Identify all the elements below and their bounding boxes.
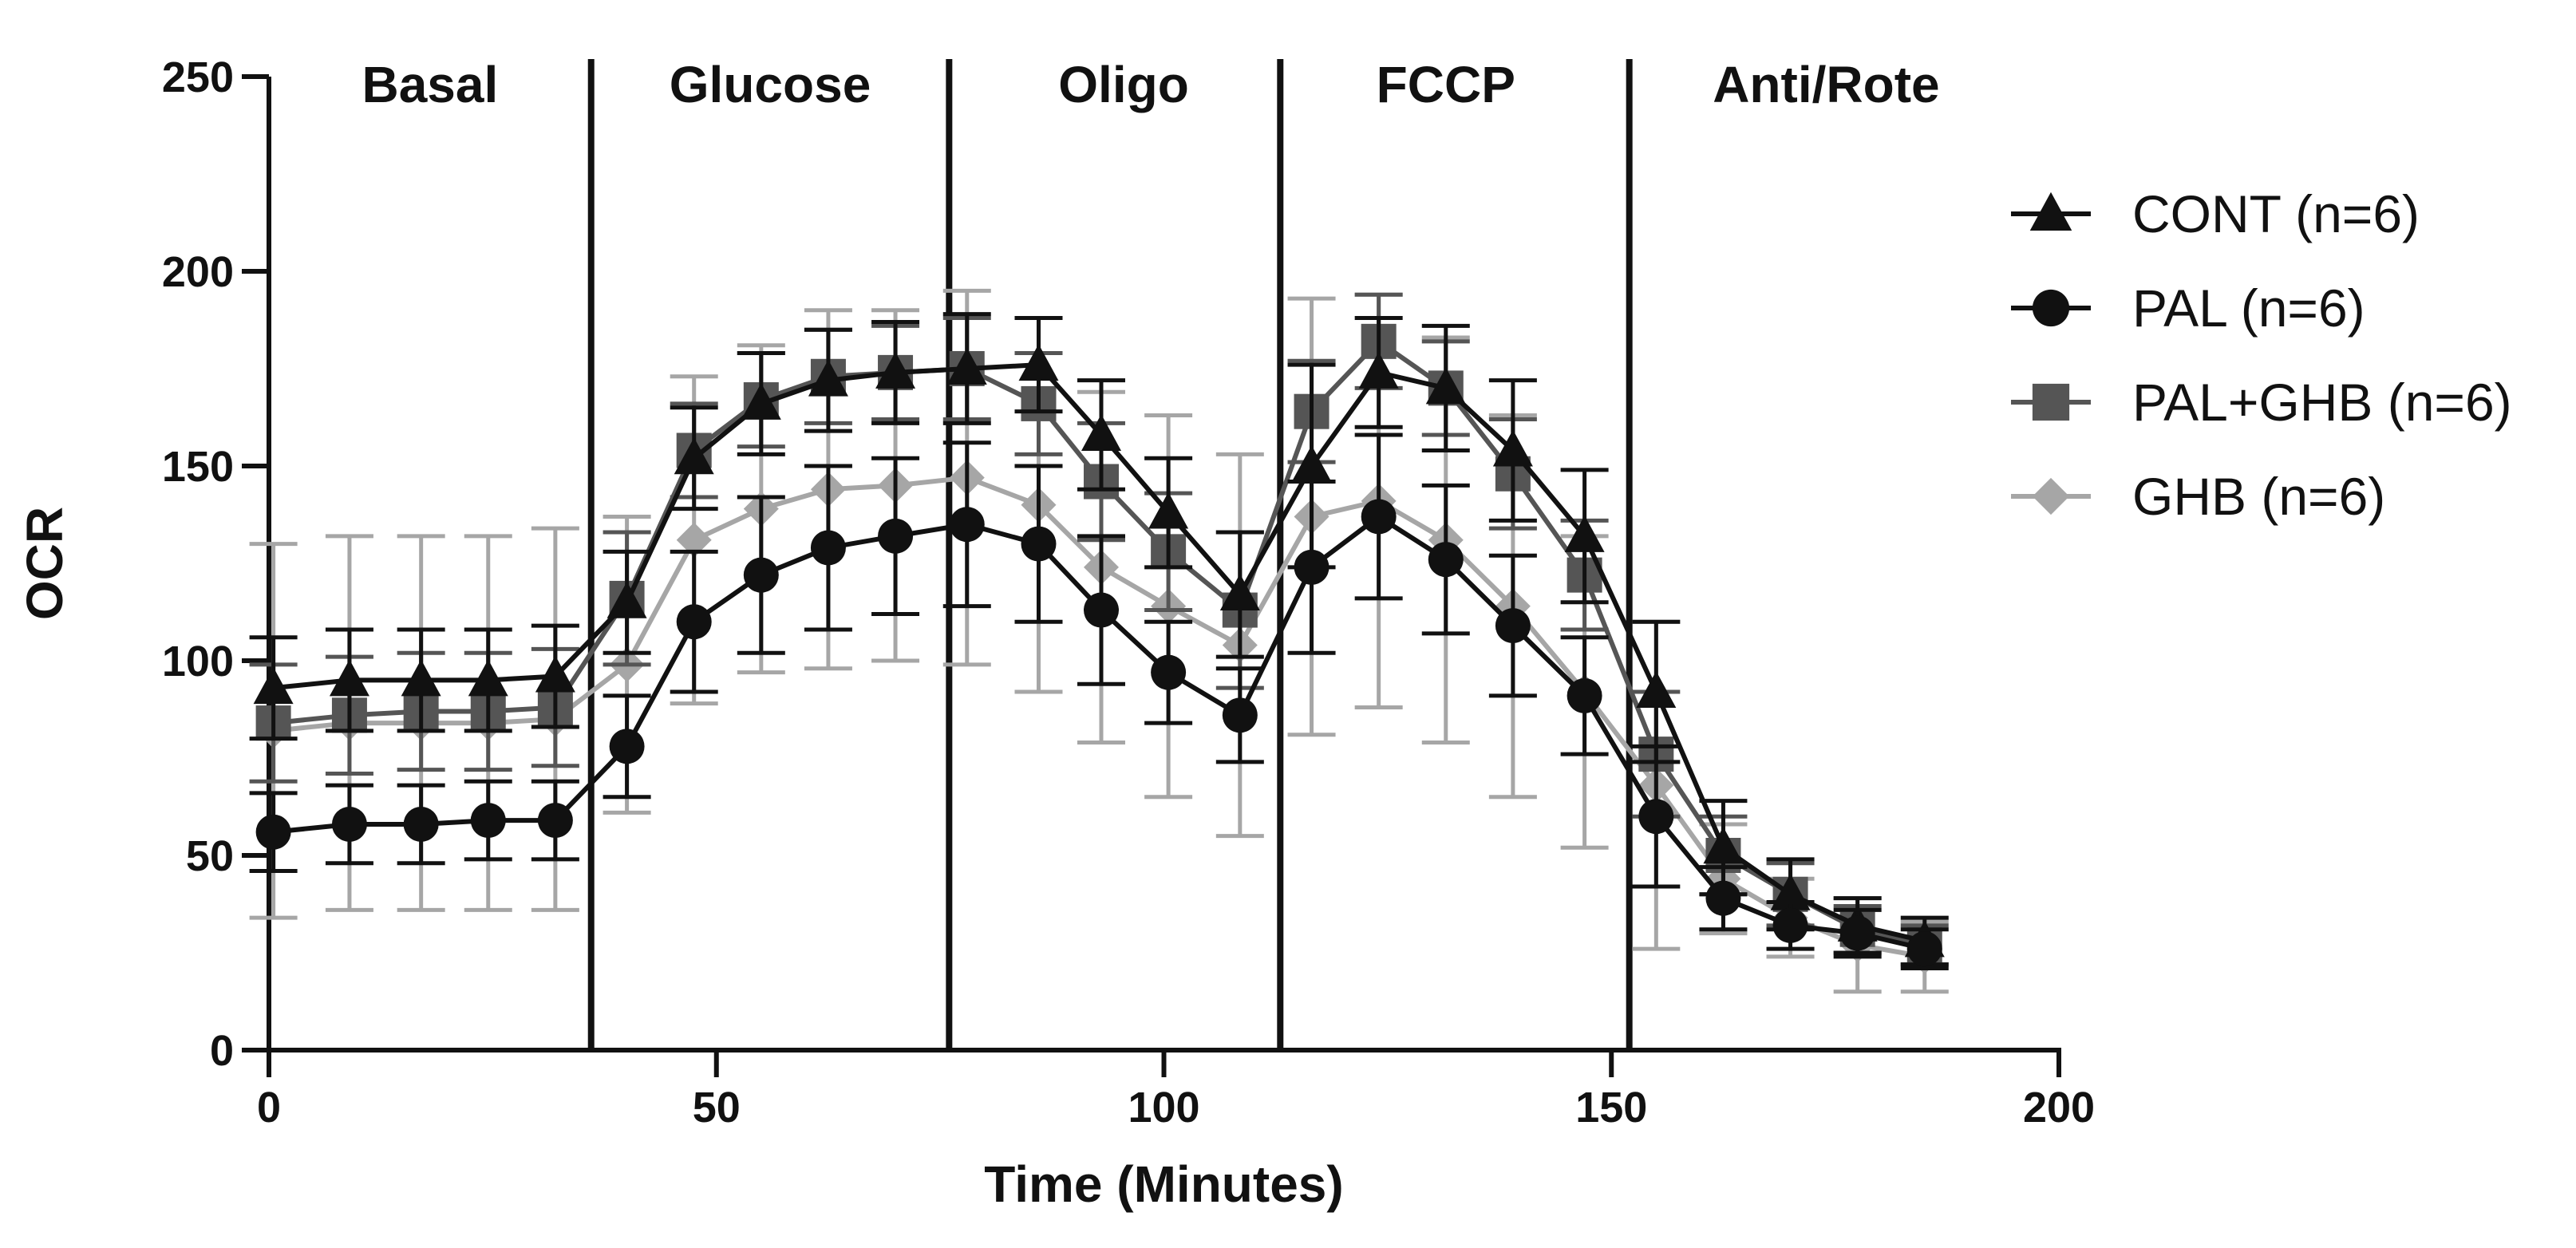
data-point <box>1492 429 1533 467</box>
series-line <box>273 362 1926 944</box>
data-point <box>1358 351 1399 389</box>
data-point <box>1222 697 1258 733</box>
data-point <box>331 806 367 842</box>
series-ghb <box>249 288 1949 994</box>
data-point <box>1081 413 1121 451</box>
data-point <box>403 806 439 842</box>
legend-label: PAL+GHB (n=6) <box>2132 373 2512 432</box>
data-point <box>468 659 508 697</box>
data-point <box>1361 499 1397 535</box>
data-point <box>329 659 369 697</box>
data-point <box>741 382 781 420</box>
phase-label-anti-rote: Anti/Rote <box>1713 56 1939 113</box>
legend-marker-diamond <box>2032 477 2070 515</box>
data-point <box>674 437 714 475</box>
phase-label-oligo: Oligo <box>1058 56 1189 113</box>
legend: CONT (n=6) PAL (n=6) PAL+GHB (n=6) GHB (n=6… <box>2011 184 2512 526</box>
data-point <box>609 729 645 764</box>
y-tick-label: 150 <box>162 443 234 491</box>
phase-label-basal: Basal <box>362 56 498 113</box>
x-axis-title: Time (Minutes) <box>984 1155 1343 1213</box>
phase-label-glucose: Glucose <box>670 56 871 113</box>
data-point <box>1636 671 1677 709</box>
legend-marker-triangle <box>2029 192 2072 231</box>
data-point <box>676 604 712 640</box>
legend-marker-circle <box>2032 289 2070 327</box>
data-point <box>1151 654 1187 690</box>
axis-ticks: 0 50 100 150 200 250 0 50 100 150 200 <box>162 53 2095 1131</box>
series-pal <box>249 432 1949 971</box>
data-point <box>1425 367 1466 405</box>
legend-item-cont: CONT (n=6) <box>2011 184 2420 243</box>
data-point <box>1148 492 1189 529</box>
data-point <box>1638 799 1674 835</box>
data-point <box>1083 592 1119 628</box>
y-tick-label: 200 <box>162 248 234 296</box>
phase-labels: Basal Glucose Oligo FCCP Anti/Rote <box>362 56 1939 113</box>
phase-lines <box>587 59 1633 1050</box>
data-point <box>401 659 441 697</box>
data-point <box>1564 515 1605 552</box>
x-tick-label: 0 <box>257 1084 281 1131</box>
legend-item-pal-ghb: PAL+GHB (n=6) <box>2011 373 2512 432</box>
data-point <box>1294 549 1329 585</box>
data-point <box>875 351 916 389</box>
y-tick-label: 250 <box>162 53 234 101</box>
phase-label-fccp: FCCP <box>1377 56 1515 113</box>
legend-marker-square <box>2032 383 2070 421</box>
y-tick-label: 50 <box>186 832 234 880</box>
data-point <box>1772 907 1808 943</box>
legend-label: GHB (n=6) <box>2132 467 2385 526</box>
data-point <box>1291 445 1332 482</box>
legend-label: CONT (n=6) <box>2132 184 2420 243</box>
data-point <box>535 655 575 693</box>
x-tick-label: 150 <box>1575 1084 1647 1131</box>
x-tick-label: 200 <box>2023 1084 2095 1131</box>
data-point <box>1018 344 1059 381</box>
data-point <box>1021 526 1057 562</box>
data-point <box>470 803 506 839</box>
data-point <box>1428 542 1464 578</box>
data-point <box>1495 608 1531 644</box>
legend-item-pal: PAL (n=6) <box>2011 278 2365 338</box>
legend-item-ghb: GHB (n=6) <box>2011 467 2385 526</box>
data-point <box>878 518 914 554</box>
data-point <box>255 814 291 850</box>
data-point <box>808 359 848 397</box>
series-cont <box>249 312 1949 967</box>
data-point <box>1705 880 1741 916</box>
data-point <box>810 530 846 566</box>
x-tick-label: 100 <box>1128 1084 1199 1131</box>
data-point <box>253 667 294 705</box>
data-point <box>1839 915 1875 951</box>
data-point <box>1906 931 1942 967</box>
data-point <box>1567 677 1602 713</box>
y-tick-label: 0 <box>210 1027 234 1075</box>
data-point <box>606 581 647 618</box>
data-point <box>676 522 712 558</box>
y-tick-label: 100 <box>162 638 234 685</box>
data-series <box>249 288 1949 994</box>
data-point <box>946 348 987 385</box>
data-point <box>1703 827 1744 864</box>
data-point <box>949 507 985 543</box>
x-tick-label: 50 <box>693 1084 741 1131</box>
data-point <box>743 557 779 593</box>
data-point <box>537 803 573 839</box>
legend-label: PAL (n=6) <box>2132 278 2365 338</box>
y-axis-title: OCR <box>16 507 73 620</box>
data-point <box>1219 574 1260 611</box>
